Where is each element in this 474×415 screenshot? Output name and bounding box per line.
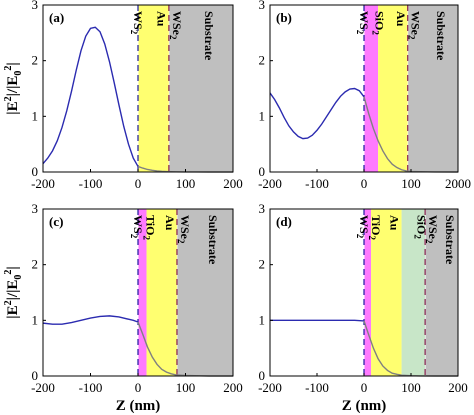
x-axis-title: Z (nm) bbox=[342, 398, 387, 414]
layer-label-1: Au bbox=[155, 11, 169, 27]
panel-tag: (d) bbox=[276, 214, 292, 229]
x-tick-label: -200 bbox=[258, 380, 282, 395]
layer-label-1: TiO2 bbox=[367, 215, 383, 240]
x-tick-label: -100 bbox=[79, 176, 103, 191]
y-axis-title-2: |E2|/|E02| bbox=[3, 266, 24, 318]
series-line-0 bbox=[42, 315, 139, 325]
y-tick-label: 2 bbox=[259, 257, 266, 272]
layer-band-2 bbox=[371, 209, 402, 376]
layer-band-5 bbox=[425, 209, 458, 376]
layer-label-3: WSe2 bbox=[176, 215, 192, 244]
y-tick-label: 1 bbox=[259, 312, 266, 327]
y-axis-title-0: |E2|/|E02| bbox=[3, 62, 24, 114]
y-tick-label: 1 bbox=[32, 312, 39, 327]
layer-label-3: WSe2 bbox=[407, 11, 423, 40]
layer-band-4 bbox=[408, 5, 458, 172]
x-tick-label: 200 bbox=[448, 380, 468, 395]
y-tick-label: 0 bbox=[32, 164, 39, 179]
x-tick-label: 100 bbox=[176, 380, 196, 395]
x-tick-label: 0 bbox=[361, 176, 368, 191]
x-axis-title: Z (nm) bbox=[116, 398, 161, 414]
layer-band-3 bbox=[169, 5, 233, 172]
layer-label-4: WSe2 bbox=[424, 215, 440, 244]
series-line-0 bbox=[270, 319, 365, 322]
y-tick-label: 0 bbox=[259, 368, 266, 383]
layer-label-1: TiO2 bbox=[142, 215, 158, 240]
x-tick-label: -100 bbox=[305, 380, 329, 395]
x-tick-label: -100 bbox=[79, 380, 103, 395]
panel-tag: (b) bbox=[276, 10, 292, 25]
layer-band-4 bbox=[177, 209, 233, 376]
y-tick-label: 1 bbox=[259, 108, 266, 123]
layer-band-2 bbox=[146, 209, 177, 376]
y-tick-label: 2 bbox=[259, 53, 266, 68]
layer-label-2: Au bbox=[394, 11, 408, 27]
layer-band-1 bbox=[138, 5, 169, 172]
layer-band-2 bbox=[378, 5, 408, 172]
layer-label-2: Au bbox=[163, 215, 177, 231]
layer-label-3: Substrate bbox=[202, 11, 216, 61]
x-tick-label: 0 bbox=[135, 176, 142, 191]
y-tick-label: 0 bbox=[259, 164, 266, 179]
x-tick-label: 100 bbox=[176, 176, 196, 191]
x-tick-label: 100 bbox=[401, 380, 421, 395]
layer-label-2: WSe2 bbox=[168, 11, 184, 40]
y-tick-label: 2 bbox=[32, 53, 39, 68]
x-tick-label: 0 bbox=[361, 380, 368, 395]
x-tick-label: -200 bbox=[31, 176, 55, 191]
y-tick-label: 2 bbox=[32, 257, 39, 272]
x-tick-label: 200 bbox=[223, 176, 243, 191]
layer-label-2: Au bbox=[387, 215, 401, 231]
y-tick-label: 3 bbox=[32, 0, 39, 12]
y-tick-label: 0 bbox=[32, 368, 39, 383]
layer-band-3 bbox=[401, 209, 426, 376]
x-tick-label: 2000 bbox=[445, 176, 471, 191]
y-tick-label: 1 bbox=[32, 108, 39, 123]
x-tick-label: -200 bbox=[258, 176, 282, 191]
panel-tag: (c) bbox=[49, 214, 63, 229]
series-line-0 bbox=[269, 87, 365, 140]
x-tick-label: -100 bbox=[305, 176, 329, 191]
series-line-0 bbox=[42, 26, 139, 167]
x-tick-label: 0 bbox=[135, 380, 142, 395]
x-tick-label: 200 bbox=[223, 380, 243, 395]
layer-label-0: WS2 bbox=[129, 11, 145, 35]
y-tick-label: 3 bbox=[259, 201, 266, 216]
layer-label-4: Substrate bbox=[206, 215, 220, 265]
layer-label-4: Substrate bbox=[434, 11, 448, 61]
layer-band-1 bbox=[364, 209, 372, 376]
y-tick-label: 3 bbox=[32, 201, 39, 216]
layer-label-0: WS2 bbox=[355, 11, 371, 35]
x-tick-label: 100 bbox=[401, 176, 421, 191]
layer-label-3: SiO2 bbox=[412, 215, 428, 239]
layer-label-0: WS2 bbox=[355, 215, 371, 239]
panel-tag: (a) bbox=[49, 10, 64, 25]
layer-label-5: Substrate bbox=[443, 215, 457, 265]
layer-band-1 bbox=[138, 209, 147, 376]
y-tick-label: 3 bbox=[259, 0, 266, 12]
layer-label-1: SiO2 bbox=[370, 11, 386, 35]
panel-0: -200 -100 0 100 200 0 1 2 3 (a) WS2 Au WSe2 Substrate bbox=[31, 0, 243, 191]
x-tick-label: -200 bbox=[31, 380, 55, 395]
layer-label-0: WS2 bbox=[129, 215, 145, 239]
